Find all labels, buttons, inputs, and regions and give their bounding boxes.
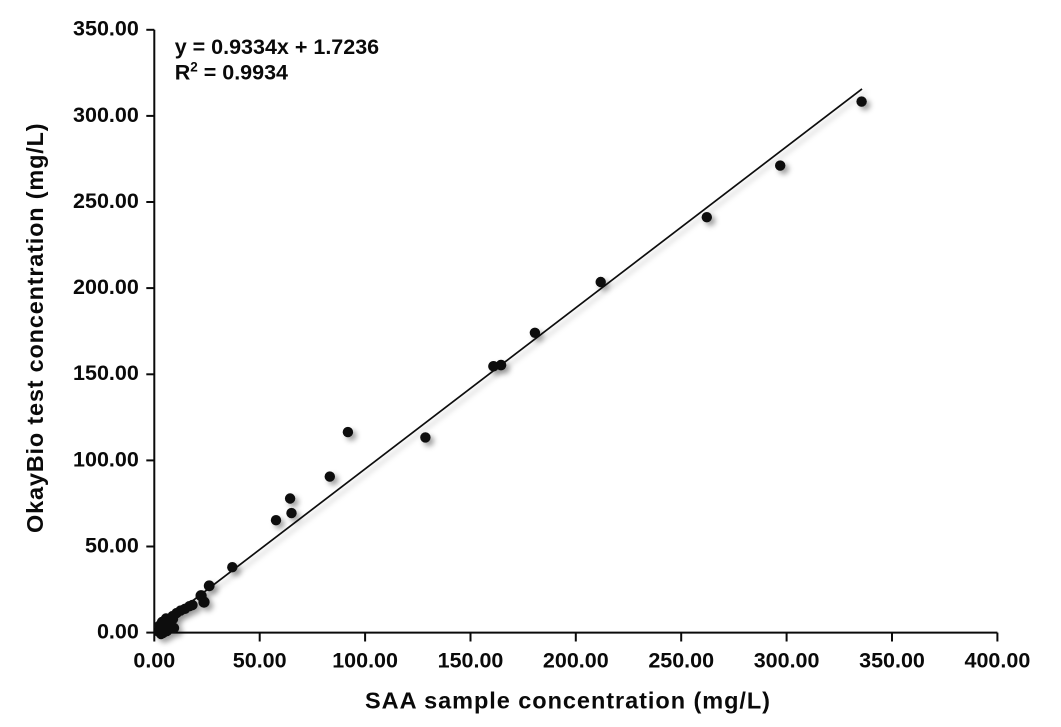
- svg-text:200.00: 200.00: [543, 648, 609, 672]
- svg-text:0.00: 0.00: [97, 620, 139, 644]
- svg-text:250.00: 250.00: [648, 648, 714, 672]
- svg-text:50.00: 50.00: [85, 533, 139, 557]
- svg-text:350.00: 350.00: [73, 17, 139, 41]
- svg-text:350.00: 350.00: [859, 648, 925, 672]
- svg-text:100.00: 100.00: [332, 648, 398, 672]
- svg-text:150.00: 150.00: [73, 361, 139, 385]
- svg-text:200.00: 200.00: [73, 275, 139, 299]
- svg-text:150.00: 150.00: [438, 648, 504, 672]
- svg-text:100.00: 100.00: [73, 447, 139, 471]
- svg-text:400.00: 400.00: [965, 648, 1031, 672]
- svg-text:50.00: 50.00: [233, 648, 287, 672]
- svg-text:y = 0.9334x + 1.7236: y = 0.9334x + 1.7236: [175, 35, 379, 59]
- svg-text:0.00: 0.00: [133, 648, 175, 672]
- svg-text:300.00: 300.00: [754, 648, 820, 672]
- svg-text:SAA sample concentration (mg/L: SAA sample concentration (mg/L): [365, 688, 771, 714]
- svg-text:250.00: 250.00: [73, 189, 139, 213]
- svg-text:OkayBio test concentration (mg: OkayBio test concentration (mg/L): [22, 123, 48, 533]
- svg-text:300.00: 300.00: [73, 103, 139, 127]
